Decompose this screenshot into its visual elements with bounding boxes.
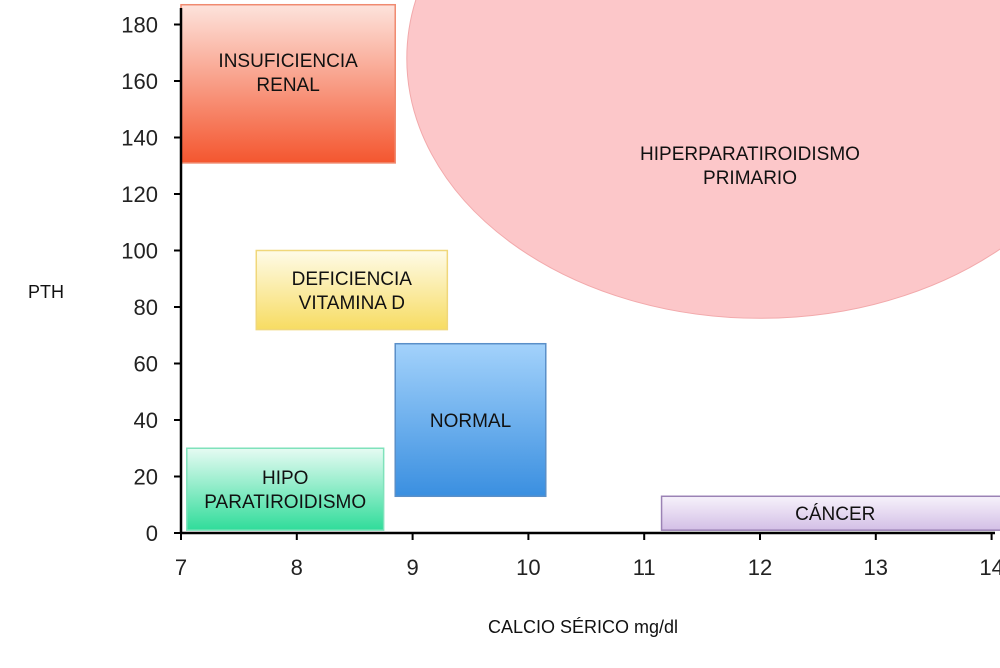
y-tick-label: 0: [146, 521, 158, 546]
region-label-hiperparatiroidismo-primario: HIPERPARATIROIDISMO: [640, 144, 860, 165]
y-tick-label: 20: [134, 465, 158, 490]
x-tick-label: 7: [175, 555, 187, 580]
y-tick-label: 120: [121, 182, 158, 207]
region-label-deficiencia-vitamina-d: DEFICIENCIA: [292, 269, 413, 290]
x-tick-label: 12: [748, 555, 772, 580]
x-tick-label: 9: [406, 555, 418, 580]
region-normal: [394, 342, 547, 498]
x-tick-label: 8: [291, 555, 303, 580]
region-label-insuficiencia-renal: RENAL: [256, 75, 319, 96]
region-label-cancer: CÁNCER: [795, 504, 875, 525]
region-hipoparatiroidismo: [186, 447, 385, 531]
region-label-deficiencia-vitamina-d: VITAMINA D: [299, 293, 405, 314]
x-tick-label: 14: [979, 555, 1000, 580]
region-label-insuficiencia-renal: INSUFICIENCIA: [218, 51, 358, 72]
region-label-normal: NORMAL: [430, 411, 511, 432]
x-tick-label: 13: [864, 555, 888, 580]
y-axis-title: PTH: [28, 282, 64, 302]
x-tick-label: 11: [633, 555, 656, 580]
region-label-hiperparatiroidismo-primario: PRIMARIO: [703, 168, 797, 189]
y-tick-label: 80: [134, 295, 158, 320]
y-tick-label: 180: [121, 13, 158, 38]
x-axis-title: CALCIO SÉRICO mg/dl: [488, 617, 678, 637]
region-label-hipoparatiroidismo: HIPO: [262, 468, 308, 489]
region-hiperparatiroidismo-primario: [406, 0, 1000, 319]
region-cancer: [660, 495, 1000, 531]
y-tick-label: 160: [121, 69, 158, 94]
y-tick-label: 40: [134, 408, 158, 433]
region-label-hipoparatiroidismo: PARATIROIDISMO: [204, 492, 366, 513]
y-tick-label: 100: [121, 239, 158, 264]
x-tick-label: 10: [516, 555, 540, 580]
region-deficiencia-vitamina-d: [255, 249, 449, 331]
y-tick-label: 60: [134, 352, 158, 377]
y-tick-label: 140: [121, 126, 158, 151]
